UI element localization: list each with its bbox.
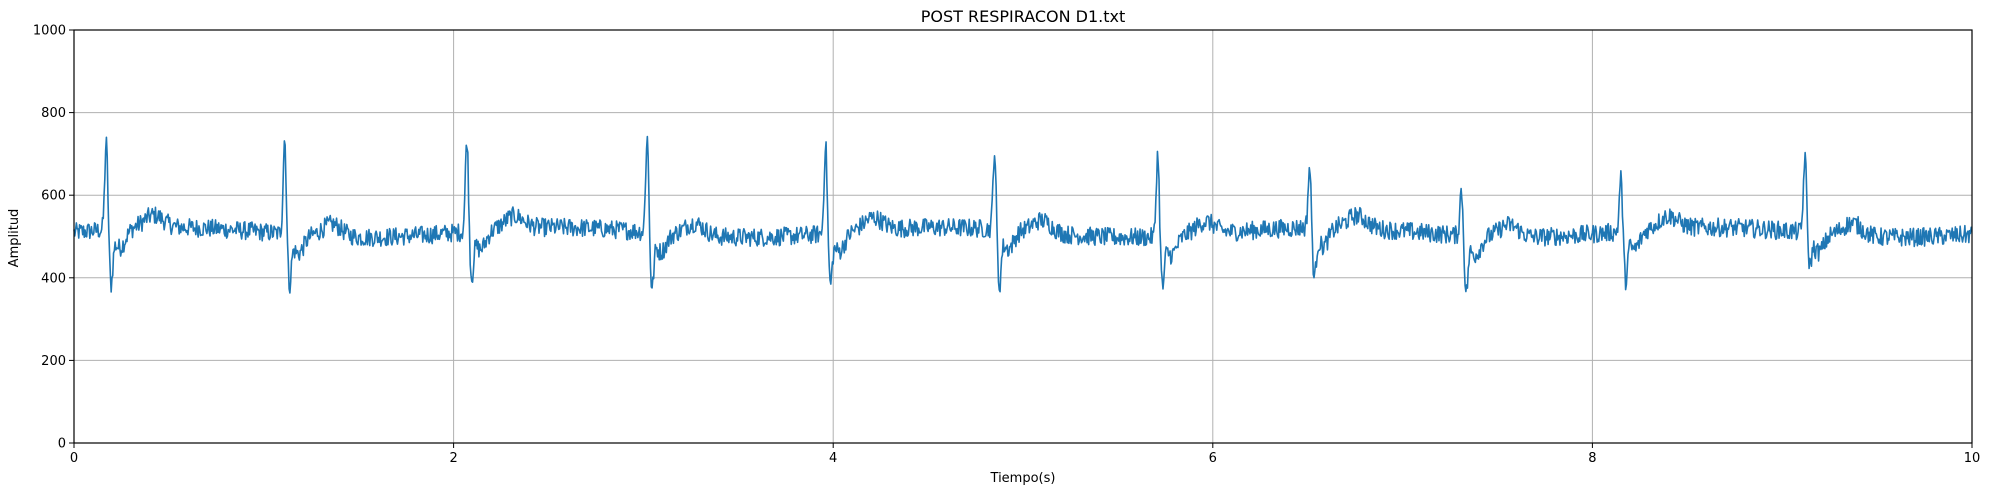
axis-ticks: 0 2 4 6 8 10 0 200 400 600 800 1000 bbox=[33, 24, 1980, 467]
x-tick-label: 8 bbox=[1588, 451, 1596, 466]
x-tick-label: 10 bbox=[1964, 451, 1981, 466]
x-tick-label: 2 bbox=[449, 451, 457, 466]
x-axis-label: Tiempo(s) bbox=[990, 471, 1056, 486]
y-tick-label: 200 bbox=[41, 354, 66, 369]
x-tick-label: 0 bbox=[70, 451, 78, 466]
y-tick-label: 1000 bbox=[33, 24, 66, 39]
y-tick-label: 800 bbox=[41, 106, 66, 121]
y-tick-label: 0 bbox=[58, 437, 66, 452]
y-tick-label: 400 bbox=[41, 271, 66, 286]
y-tick-label: 600 bbox=[41, 189, 66, 204]
x-tick-label: 4 bbox=[829, 451, 837, 466]
x-tick-label: 6 bbox=[1209, 451, 1217, 466]
chart-title: POST RESPIRACON D1.txt bbox=[921, 7, 1126, 26]
plot-area bbox=[73, 135, 1973, 294]
plot-frame bbox=[73, 29, 1973, 444]
series-line-0 bbox=[73, 135, 1973, 294]
y-axis-label: Amplitud bbox=[7, 209, 22, 268]
